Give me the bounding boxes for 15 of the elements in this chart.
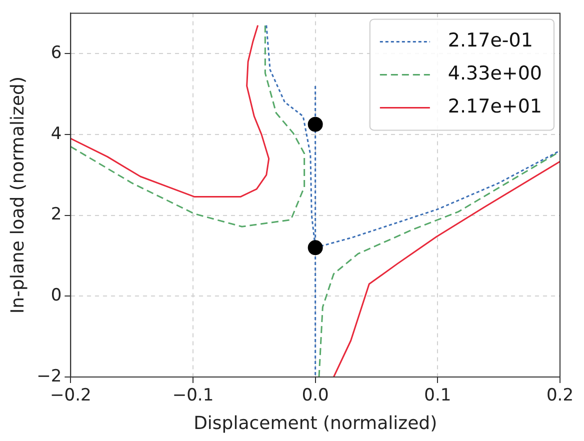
legend-label: 2.17e-01 <box>448 30 533 52</box>
y-tick-label: −2 <box>36 366 62 386</box>
y-tick-label: 0 <box>50 286 62 306</box>
y-tick-label: 4 <box>50 124 62 144</box>
legend-label: 2.17e+01 <box>448 96 542 118</box>
x-axis-title: Displacement (normalized) <box>194 412 438 434</box>
x-tick-label: −0.2 <box>50 386 92 406</box>
y-tick-label: 6 <box>50 43 62 64</box>
y-tick-label: 2 <box>50 204 62 225</box>
legend-label: 4.33e+00 <box>448 62 542 85</box>
x-tick-label: 0.2 <box>546 386 574 406</box>
x-tick-label: 0.1 <box>424 386 452 406</box>
y-axis-title: In-plane load (normalized) <box>7 76 28 314</box>
x-tick-label: 0.0 <box>302 386 329 406</box>
x-tick-label: −0.1 <box>172 386 214 406</box>
